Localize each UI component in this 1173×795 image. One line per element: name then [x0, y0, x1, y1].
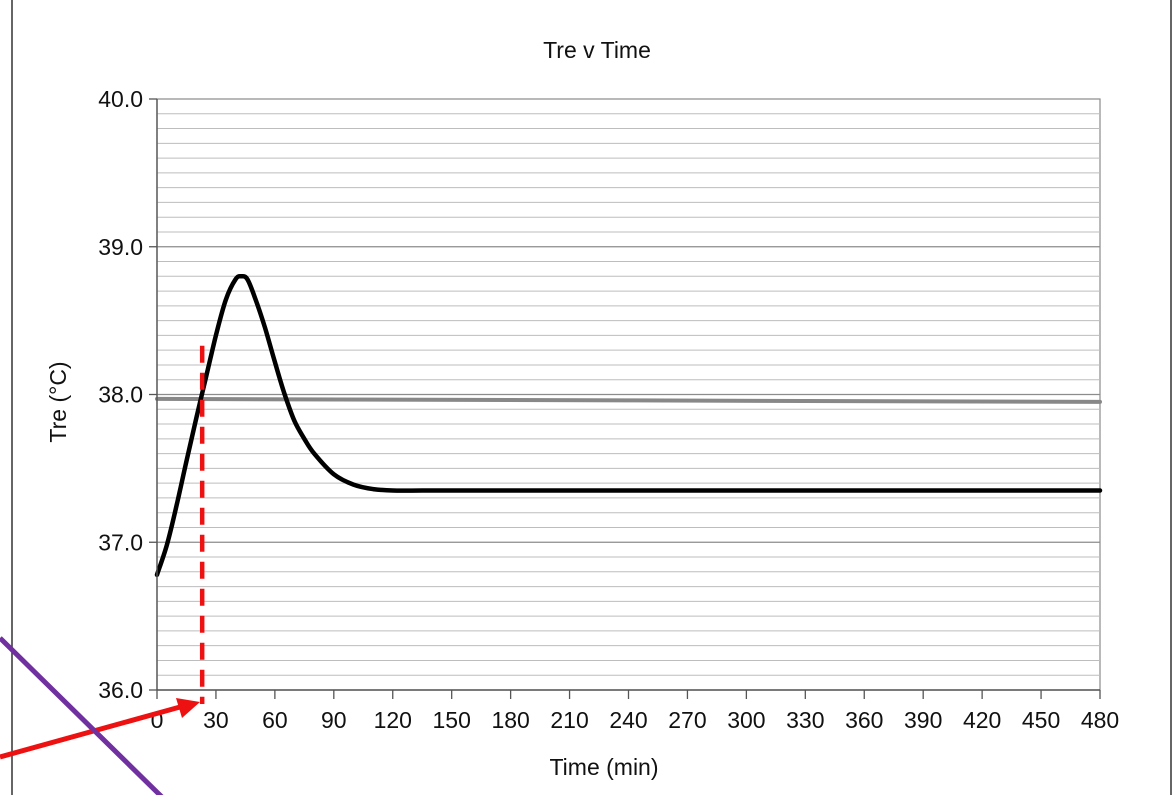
x-tick-label: 30 — [203, 707, 229, 733]
series-line-tre — [154, 273, 1103, 578]
x-tick-label: 150 — [433, 707, 471, 733]
x-tick-label: 120 — [374, 707, 412, 733]
tick-labels: 36.037.038.039.040.00 30 60 90 120 150 180 210 2… — [98, 86, 1119, 733]
red-arrow-head — [176, 698, 200, 718]
red-arrow-line — [0, 704, 181, 760]
y-axis-title: Tre (°C) — [45, 361, 71, 442]
x-tick-label: 60 — [262, 707, 288, 733]
x-tick-label: 360 — [845, 707, 883, 733]
series-lines — [154, 273, 1103, 578]
x-tick-label: 90 — [321, 707, 347, 733]
overlay-arrows — [0, 636, 200, 795]
chart-title: Tre v Time — [543, 37, 651, 63]
x-tick-label: 210 — [550, 707, 588, 733]
y-tick-label: 40.0 — [98, 86, 143, 112]
axes — [149, 98, 1101, 699]
purple-line — [0, 636, 164, 795]
y-tick-label: 39.0 — [98, 234, 143, 260]
series-line-threshold — [155, 396, 1102, 404]
x-tick-label: 420 — [963, 707, 1001, 733]
x-axis-title: Time (min) — [549, 754, 658, 780]
y-tick-label: 36.0 — [98, 677, 143, 703]
x-tick-label: 270 — [668, 707, 706, 733]
x-tick-label: 180 — [491, 707, 529, 733]
x-tick-label: 300 — [727, 707, 765, 733]
y-tick-label: 38.0 — [98, 382, 143, 408]
x-tick-label: 240 — [609, 707, 647, 733]
y-tick-label: 37.0 — [98, 529, 143, 555]
x-tick-label: 330 — [786, 707, 824, 733]
grid-lines — [156, 98, 1101, 691]
x-tick-label: 480 — [1081, 707, 1119, 733]
x-tick-label: 450 — [1022, 707, 1060, 733]
x-tick-label: 390 — [904, 707, 942, 733]
